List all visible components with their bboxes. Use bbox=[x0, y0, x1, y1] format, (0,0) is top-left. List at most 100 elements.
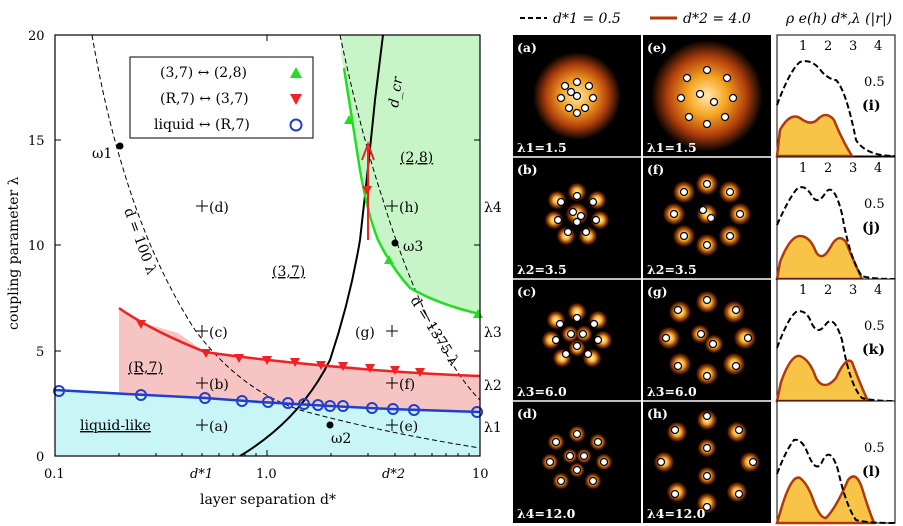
y-tick-0: 0 bbox=[36, 450, 44, 465]
omega3-label: ω3 bbox=[403, 239, 423, 255]
x-tick-1: 1.0 bbox=[256, 467, 277, 482]
panel-g bbox=[657, 290, 757, 386]
profile-x-tick-3: 3 bbox=[849, 39, 857, 54]
phase-label-liquid: liquid-like bbox=[80, 418, 151, 434]
panel-lambda-c: λ3=6.0 bbox=[517, 384, 567, 399]
p28-region bbox=[341, 35, 480, 314]
blue-markers bbox=[53, 385, 483, 418]
liquid-region bbox=[55, 390, 480, 456]
profile-x-tick-2c: 2 bbox=[824, 283, 832, 298]
y-tick-15: 15 bbox=[28, 134, 45, 149]
r7-region bbox=[119, 308, 480, 412]
omega1-label: ω1 bbox=[92, 146, 112, 162]
x-tick-10: 10 bbox=[472, 467, 489, 482]
panel-lambda-f: λ2=3.5 bbox=[647, 262, 697, 277]
panel-h bbox=[653, 409, 761, 514]
y-tick-10: 10 bbox=[28, 239, 45, 254]
profile-j: (j) 0.5 bbox=[775, 156, 896, 281]
panel-id-a: (a) bbox=[517, 40, 537, 55]
panel-b bbox=[544, 182, 610, 246]
panel-id-h: (h) bbox=[647, 406, 668, 421]
profile-i: (i) 0.5 bbox=[775, 34, 896, 158]
legend-label-3: liquid ↔ (R,7) bbox=[154, 117, 250, 133]
point-label-e: (e) bbox=[399, 419, 418, 435]
panel-id-b: (b) bbox=[517, 162, 538, 177]
profile-tick-l: 0.5 bbox=[864, 441, 885, 456]
omega2-point bbox=[326, 421, 334, 429]
panel-id-c: (c) bbox=[517, 284, 536, 299]
profile-x-tick-1b: 1 bbox=[799, 161, 807, 176]
y-axis-label: coupling parameter λ bbox=[6, 176, 22, 330]
point-label-h: (h) bbox=[399, 200, 419, 216]
point-label-a: (a) bbox=[209, 419, 228, 435]
point-label-c: (c) bbox=[209, 325, 228, 341]
profile-x-tick-4: 4 bbox=[874, 39, 882, 54]
panel-id-d: (d) bbox=[517, 406, 538, 421]
profile-id-k: (k) bbox=[862, 342, 885, 358]
profile-l: (l) 0.5 bbox=[775, 400, 896, 525]
omega3-point bbox=[391, 239, 399, 247]
profile-x-tick-1: 1 bbox=[799, 39, 807, 54]
panel-c bbox=[541, 302, 613, 368]
phase-diagram: ω1 ω2 ω3 (a) (b) (c) (d) (e) (f) (g) (h)… bbox=[6, 29, 502, 508]
panel-lambda-a: λ1=1.5 bbox=[517, 140, 567, 155]
profile-id-i: (i) bbox=[862, 98, 881, 114]
profile-x-tick-4c: 4 bbox=[874, 283, 882, 298]
panel-lambda-b: λ2=3.5 bbox=[517, 262, 567, 277]
panel-lambda-g: λ3=6.0 bbox=[647, 384, 697, 399]
panel-lambda-d: λ4=12.0 bbox=[517, 506, 576, 521]
profile-x-tick-3b: 3 bbox=[849, 161, 857, 176]
lambda-right-2: λ2 bbox=[484, 378, 502, 394]
y-tick-5: 5 bbox=[36, 345, 44, 360]
panel-id-f: (f) bbox=[647, 162, 664, 177]
legend: (3,7) ↔ (2,8) (R,7) ↔ (3,7) liquid ↔ (R,… bbox=[129, 56, 314, 139]
profile-id-j: (j) bbox=[862, 220, 880, 236]
panel-lambda-h: λ4=12.0 bbox=[647, 506, 706, 521]
red-arrow bbox=[361, 141, 375, 240]
lambda-right-4: λ4 bbox=[484, 200, 502, 216]
curve-label-dcr: d_cr bbox=[386, 75, 406, 109]
profile-k: (k) 0.5 bbox=[775, 278, 896, 403]
header-rho: ρ e(h) d*,λ (|r|) bbox=[785, 11, 892, 27]
point-label-g: (g) bbox=[355, 325, 375, 341]
density-grid: (a) (b) (c) (d) (e) (f) (g) (h) λ1=1.5 λ… bbox=[513, 35, 771, 523]
profile-x-tick-2: 2 bbox=[824, 39, 832, 54]
panel-e bbox=[651, 40, 763, 152]
panel-d bbox=[541, 425, 613, 490]
legend-marker-red-icon bbox=[290, 94, 302, 105]
profile-x-tick-1c: 1 bbox=[799, 283, 807, 298]
lambda-right-3: λ3 bbox=[484, 325, 502, 341]
x-axis-label: layer separation d* bbox=[200, 492, 336, 508]
x-mark-d2: d*2 bbox=[382, 467, 405, 482]
panel-a bbox=[533, 52, 621, 140]
profile-id-l: (l) bbox=[862, 464, 881, 480]
point-label-f: (f) bbox=[399, 377, 415, 393]
x-mark-d1: d*1 bbox=[190, 467, 213, 482]
profile-tick-k: 0.5 bbox=[864, 319, 885, 334]
profile-x-tick-2b: 2 bbox=[824, 161, 832, 176]
profile-x-tick-3c: 3 bbox=[849, 283, 857, 298]
phase-label-28: (2,8) bbox=[400, 150, 433, 166]
legend-marker-green-icon bbox=[290, 67, 302, 78]
density-headers: d*1 = 0.5 d*2 = 4.0 ρ e(h) d*,λ (|r|) bbox=[520, 11, 892, 27]
y-tick-20: 20 bbox=[28, 29, 45, 44]
green-line bbox=[342, 67, 480, 316]
omega2-label: ω2 bbox=[331, 431, 351, 447]
point-label-b: (b) bbox=[209, 377, 229, 393]
legend-label-2: (R,7) ↔ (3,7) bbox=[160, 91, 249, 107]
x-tick-01: 0.1 bbox=[44, 467, 65, 482]
legend-marker-blue-icon bbox=[289, 118, 303, 132]
plus-markers bbox=[196, 200, 398, 431]
d100-curve bbox=[91, 35, 480, 449]
profile-tick-j: 0.5 bbox=[864, 197, 885, 212]
header-solid: d*2 = 4.0 bbox=[683, 11, 751, 27]
phase-label-37: (3,7) bbox=[272, 264, 305, 280]
omega1-point bbox=[116, 142, 124, 150]
panel-lambda-e: λ1=1.5 bbox=[647, 140, 697, 155]
point-label-d: (d) bbox=[209, 200, 229, 216]
phase-label-r7: (R,7) bbox=[128, 360, 163, 376]
profile-x-tick-4b: 4 bbox=[874, 161, 882, 176]
blue-line bbox=[55, 388, 480, 414]
legend-label-1: (3,7) ↔ (2,8) bbox=[160, 65, 247, 81]
